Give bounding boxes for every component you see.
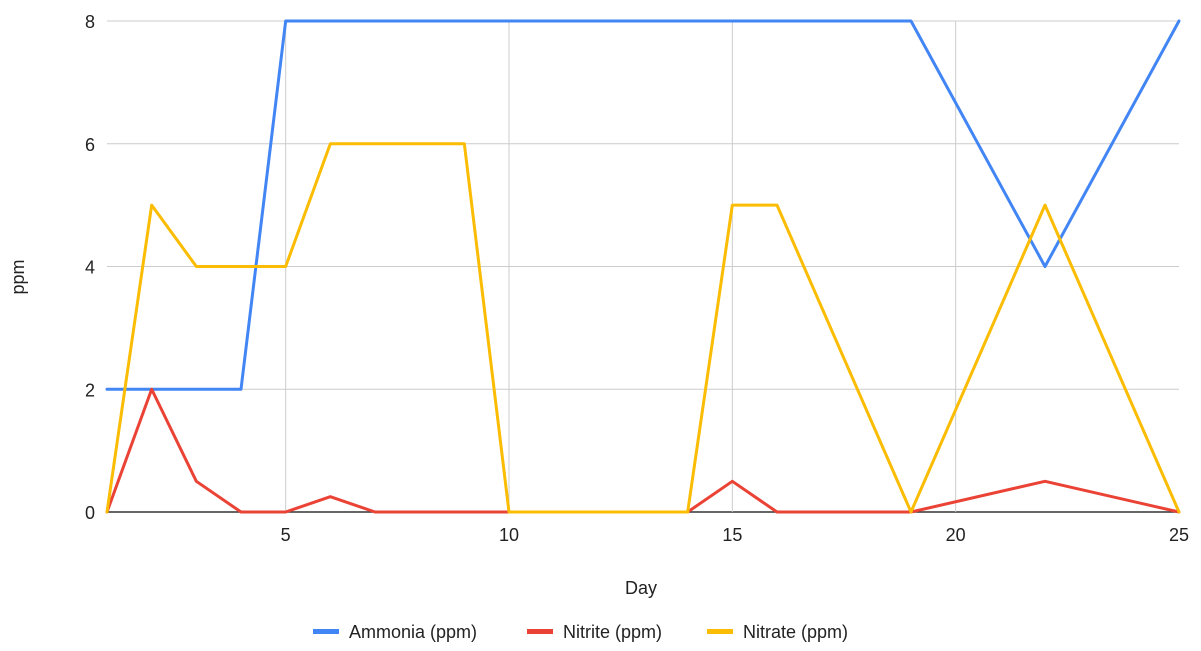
series-line-nitrate <box>105 142 1181 514</box>
y-tick-label: 6 <box>85 135 95 155</box>
y-tick-label: 4 <box>85 258 95 278</box>
x-tick-label: 5 <box>281 525 291 545</box>
x-tick-label: 25 <box>1169 525 1189 545</box>
y-axis-title: ppm <box>8 259 28 294</box>
legend-swatch-ammonia <box>313 629 339 634</box>
x-tick-label: 15 <box>722 525 742 545</box>
x-axis-title: Day <box>625 578 657 598</box>
legend-label-nitrite: Nitrite (ppm) <box>563 622 662 642</box>
x-axis-ticks: 5 10 15 20 25 <box>281 525 1189 545</box>
legend-swatch-nitrate <box>707 629 733 634</box>
series-line-ammonia <box>105 19 1181 391</box>
legend: Ammonia (ppm) Nitrite (ppm) Nitrate (ppm) <box>313 622 848 642</box>
y-tick-label: 0 <box>85 503 95 523</box>
x-tick-label: 10 <box>499 525 519 545</box>
y-tick-label: 8 <box>85 12 95 32</box>
legend-label-ammonia: Ammonia (ppm) <box>349 622 477 642</box>
legend-swatch-nitrite <box>527 629 553 634</box>
x-tick-label: 20 <box>946 525 966 545</box>
y-tick-label: 2 <box>85 380 95 400</box>
y-axis-ticks: 0 2 4 6 8 <box>85 12 95 523</box>
series-lines <box>105 19 1181 514</box>
series-line-nitrite <box>105 387 1181 514</box>
legend-label-nitrate: Nitrate (ppm) <box>743 622 848 642</box>
